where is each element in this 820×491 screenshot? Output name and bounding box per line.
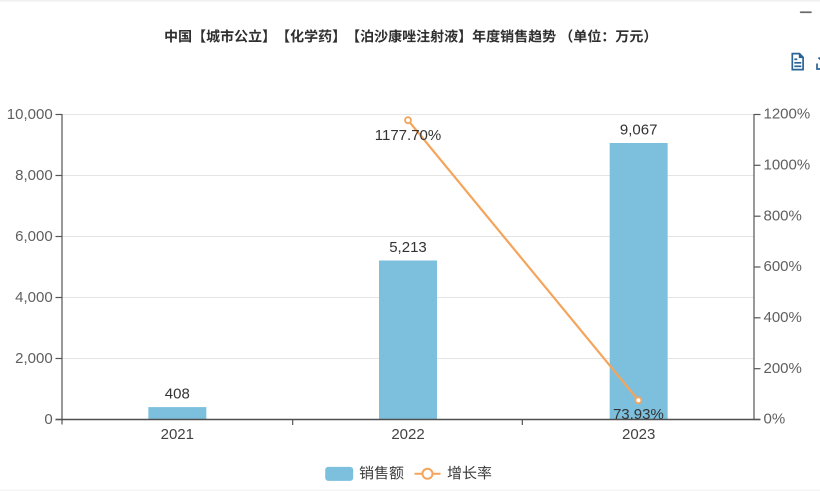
svg-text:8,000: 8,000: [15, 167, 53, 184]
svg-text:1200%: 1200%: [764, 106, 811, 123]
svg-text:10,000: 10,000: [7, 106, 53, 123]
svg-text:73.93%: 73.93%: [613, 406, 664, 423]
svg-text:5,213: 5,213: [389, 239, 427, 256]
svg-text:4,000: 4,000: [15, 289, 53, 306]
svg-text:1000%: 1000%: [764, 157, 811, 174]
svg-text:6,000: 6,000: [15, 228, 53, 245]
svg-text:1177.70%: 1177.70%: [375, 127, 441, 144]
svg-text:0%: 0%: [764, 411, 786, 428]
svg-text:0: 0: [44, 411, 52, 428]
svg-text:408: 408: [165, 385, 190, 402]
svg-text:2022: 2022: [391, 426, 424, 443]
svg-text:200%: 200%: [764, 360, 802, 377]
svg-text:400%: 400%: [764, 309, 802, 326]
svg-text:9,067: 9,067: [620, 122, 658, 139]
svg-text:2,000: 2,000: [15, 350, 53, 367]
svg-text:600%: 600%: [764, 258, 802, 275]
svg-text:800%: 800%: [764, 207, 802, 224]
svg-text:2021: 2021: [161, 426, 194, 443]
svg-text:2023: 2023: [622, 426, 655, 443]
